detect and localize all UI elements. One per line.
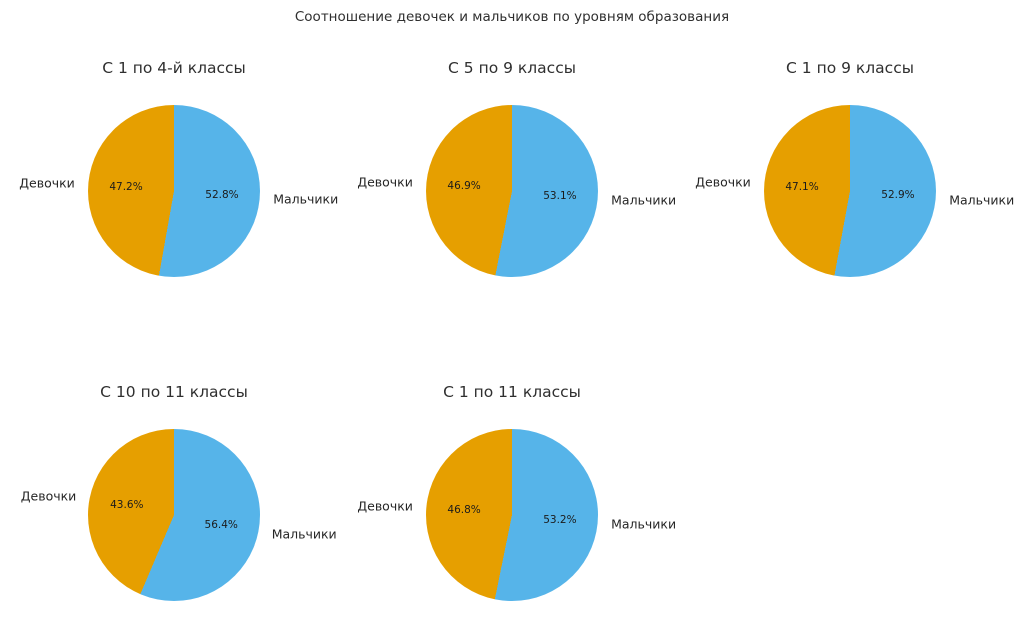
chart-title: С 10 по 11 классы <box>100 383 248 401</box>
slice-name-label: Девочки <box>357 174 413 190</box>
slice-name-label: Мальчики <box>271 526 337 542</box>
slice-percent-label: 43.6% <box>110 499 144 512</box>
slice-name-label: Девочки <box>695 174 751 190</box>
pie <box>764 105 936 277</box>
pie-area: 53.1% Мальчики 46.9% Девочки <box>357 105 676 277</box>
figure-title: Соотношение девочек и мальчиков по уровн… <box>294 9 730 25</box>
chart-title: С 1 по 11 классы <box>443 383 581 401</box>
slice-percent-label: 56.4% <box>204 518 238 531</box>
pie-chart-cell: С 1 по 11 классы 53.2% Мальчики 46.8% Девочк… <box>343 349 681 601</box>
chart-title: С 1 по 4-й классы <box>102 59 246 77</box>
pie <box>426 429 598 601</box>
slice-name-label: Мальчики <box>273 191 339 207</box>
slice-percent-label: 52.9% <box>881 189 915 202</box>
pie-chart-cell: С 1 по 9 классы 52.9% Мальчики 47.1% Девочки <box>681 25 1019 277</box>
chart-title: С 1 по 9 классы <box>786 59 914 77</box>
slice-percent-label: 52.8% <box>205 189 239 202</box>
charts-row: С 1 по 4-й классы 52.8% Мальчики 47.2% Девоч… <box>5 25 1019 277</box>
pie-area: 52.9% Мальчики 47.1% Девочки <box>695 105 1014 277</box>
slice-percent-label: 47.1% <box>785 180 819 193</box>
slice-name-label: Мальчики <box>611 192 677 208</box>
pie-area: 56.4% Мальчики 43.6% Девочки <box>21 429 337 601</box>
pie <box>88 105 260 277</box>
pie <box>426 105 598 277</box>
slice-percent-label: 53.1% <box>543 189 577 202</box>
slice-percent-label: 46.9% <box>447 180 481 193</box>
charts-grid: С 1 по 4-й классы 52.8% Мальчики 47.2% Девоч… <box>5 25 1019 601</box>
charts-row: С 10 по 11 классы 56.4% Мальчики 43.6% Девоч… <box>5 349 1019 601</box>
slice-name-label: Мальчики <box>611 516 677 532</box>
pie-chart-cell: С 10 по 11 классы 56.4% Мальчики 43.6% Девоч… <box>5 349 343 601</box>
pie-chart-cell: С 5 по 9 классы 53.1% Мальчики 46.9% Девочки <box>343 25 681 277</box>
slice-name-label: Девочки <box>19 175 75 191</box>
slice-name-label: Девочки <box>357 498 413 513</box>
slice-name-label: Девочки <box>20 488 77 504</box>
slice-name-label: Мальчики <box>949 192 1015 208</box>
slice-percent-label: 53.2% <box>543 513 577 526</box>
chart-title: С 5 по 9 классы <box>448 59 576 77</box>
slice-percent-label: 46.8% <box>447 504 481 517</box>
slice-percent-label: 47.2% <box>109 180 143 193</box>
pie-area: 52.8% Мальчики 47.2% Девочки <box>19 105 338 277</box>
pie-chart-cell: С 1 по 4-й классы 52.8% Мальчики 47.2% Девоч… <box>5 25 343 277</box>
pie-area: 53.2% Мальчики 46.8% Девочки <box>357 429 676 601</box>
pie <box>88 429 260 601</box>
